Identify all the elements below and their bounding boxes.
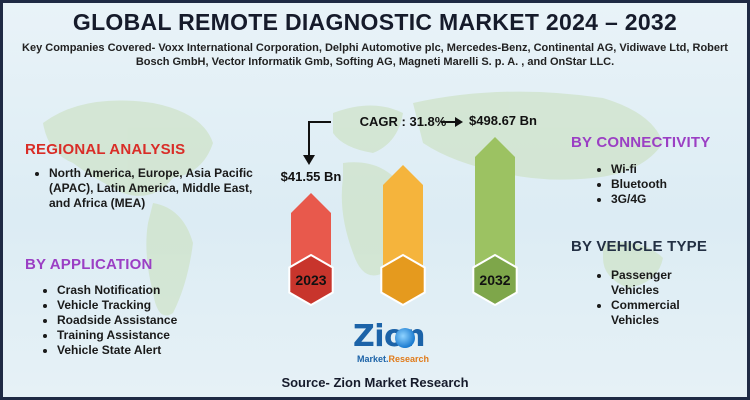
connectivity-list: Wi-fi Bluetooth 3G/4G [595, 162, 747, 207]
logo-sub-left: Market. [357, 354, 389, 364]
value-label-3: $498.67 Bn [469, 113, 537, 128]
value-label-1: $41.55 Bn [281, 169, 342, 184]
regional-list: North America, Europe, Asia Pacific (APA… [33, 166, 259, 211]
list-item: Passenger Vehicles [611, 268, 721, 298]
application-heading: BY APPLICATION [25, 256, 153, 273]
market-size-chart: 2023 $41.55 Bn 2032 $498.67 Bn CAGR : 31.8% [281, 113, 537, 307]
logo-subtitle: Market.Research [357, 354, 429, 364]
list-item: Roadside Assistance [57, 313, 257, 328]
bar-2 [383, 165, 423, 280]
zion-logo: Zion Market.Research [347, 319, 457, 369]
arrowhead-right-icon [455, 117, 463, 127]
category-label-2032: 2032 [479, 272, 510, 288]
connectivity-heading: BY CONNECTIVITY [571, 134, 711, 151]
category-label-2023: 2023 [295, 272, 326, 288]
hexagon-base-3 [472, 253, 518, 307]
key-companies-text: Key Companies Covered- Voxx Internationa… [22, 42, 728, 68]
vehicle-type-list: Passenger Vehicles Commercial Vehicles [595, 268, 721, 328]
arrowhead-down-icon [303, 155, 315, 165]
hexagon-base-1 [288, 253, 334, 307]
list-item: Vehicle State Alert [57, 343, 257, 358]
source-text: Source- Zion Market Research [281, 375, 469, 390]
bar-3 [475, 137, 515, 280]
list-item: Wi-fi [611, 162, 747, 177]
page-title: GLOBAL REMOTE DIAGNOSTIC MARKET 2024 – 2… [72, 9, 678, 35]
globe-icon [395, 328, 415, 348]
vehicle-type-heading: BY VEHICLE TYPE [571, 238, 708, 255]
list-item: 3G/4G [611, 192, 747, 207]
list-item: Vehicle Tracking [57, 298, 257, 313]
regional-analysis-heading: REGIONAL ANALYSIS [25, 141, 186, 158]
list-item: Commercial Vehicles [611, 298, 721, 328]
list-item: Training Assistance [57, 328, 257, 343]
hexagon-base-2 [380, 253, 426, 307]
list-item: Crash Notification [57, 283, 257, 298]
application-list: Crash Notification Vehicle Tracking Road… [41, 283, 257, 358]
cagr-annotation: CAGR : 31.8% [360, 114, 447, 129]
list-item: North America, Europe, Asia Pacific (APA… [49, 166, 259, 211]
cagr-arrow-left [308, 121, 331, 161]
bar-1 [291, 193, 331, 280]
logo-sub-right: Research [388, 354, 430, 364]
list-item: Bluetooth [611, 177, 747, 192]
